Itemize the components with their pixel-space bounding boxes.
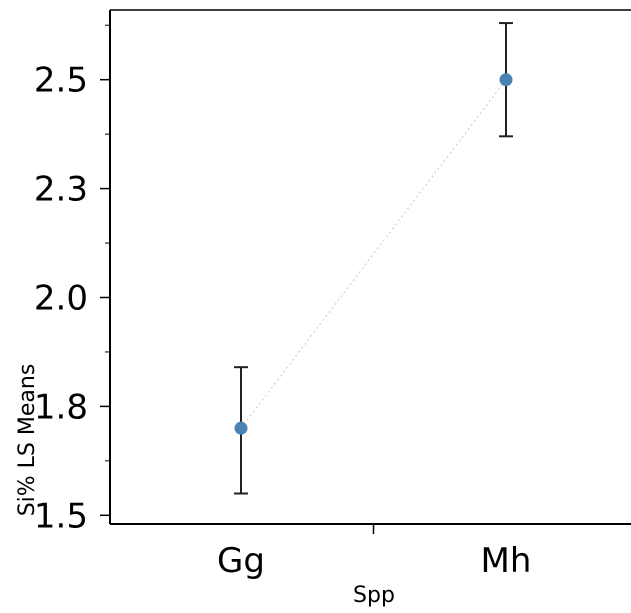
y-axis: 1.5 1.8 2.0 2.3 2.5 <box>34 24 110 536</box>
y-tick-label: 1.8 <box>34 387 88 427</box>
y-tick-label: 2.5 <box>34 61 88 101</box>
connector-line <box>240 79 507 429</box>
x-axis: Gg Mh <box>217 524 531 581</box>
data-point <box>499 73 513 87</box>
plot-frame <box>109 9 631 525</box>
data-point <box>234 421 248 435</box>
x-axis-title: Spp <box>353 583 395 608</box>
y-tick-label: 1.5 <box>34 496 88 536</box>
x-tick-label: Mh <box>481 541 532 581</box>
data-marks <box>234 22 513 495</box>
y-tick-label: 2.0 <box>34 278 88 318</box>
connector-line-group <box>240 79 507 429</box>
y-axis-title: Si% LS Means <box>15 364 40 517</box>
x-tick-label: Gg <box>217 541 265 581</box>
y-tick-label: 2.3 <box>34 170 88 210</box>
